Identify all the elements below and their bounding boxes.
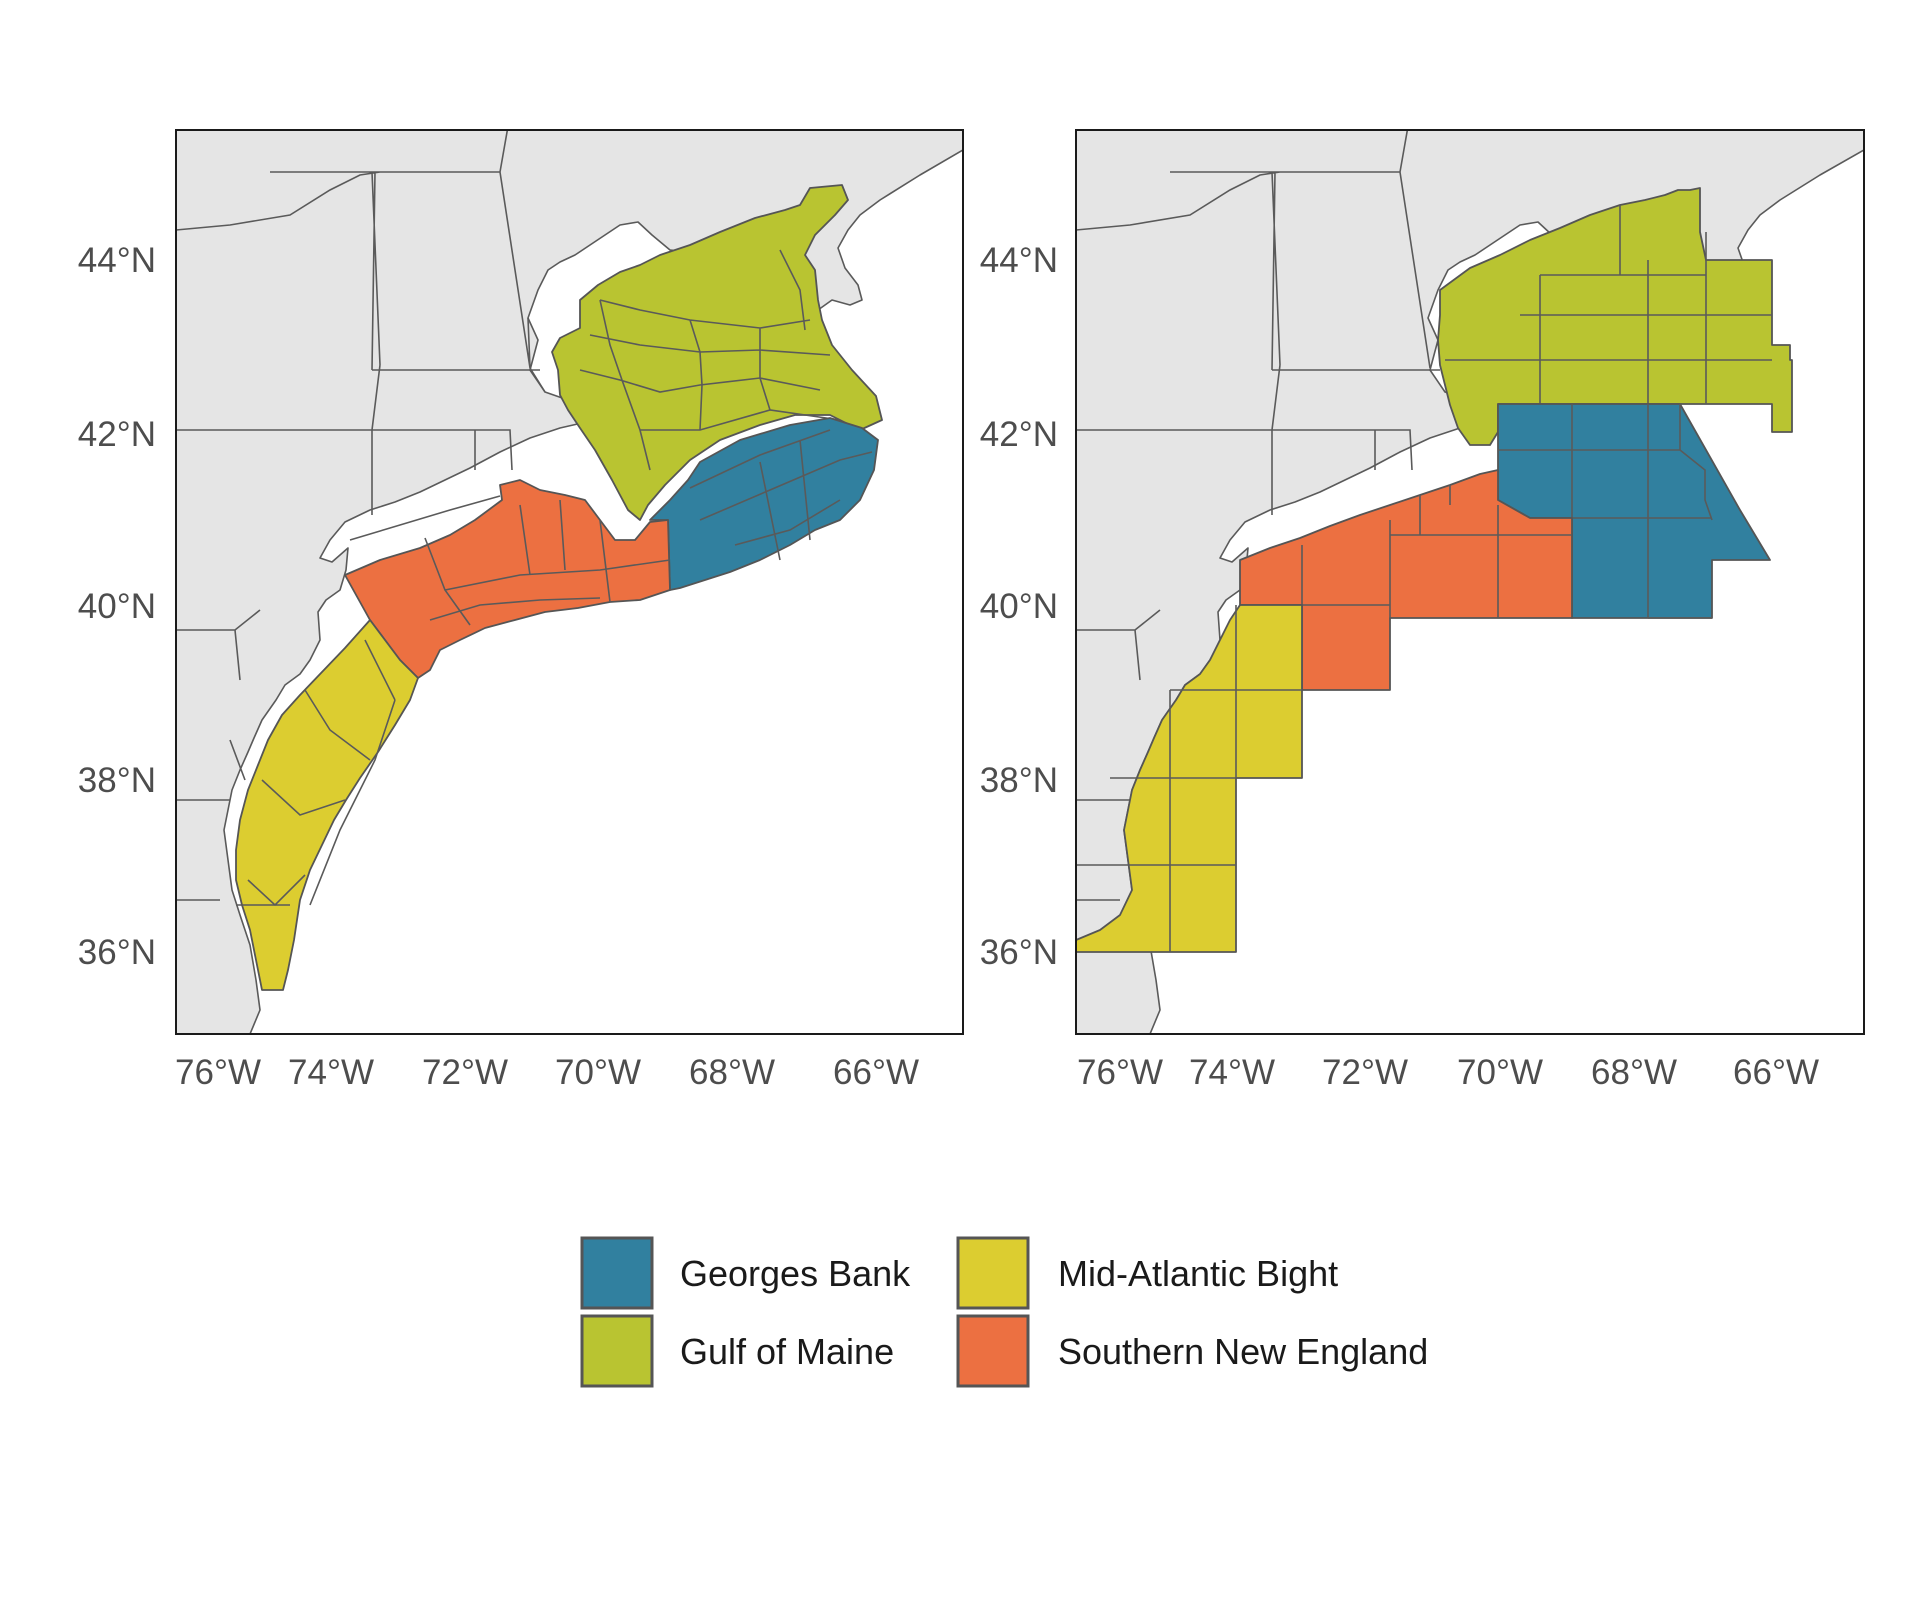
legend-key-southern-new-england bbox=[956, 1314, 1030, 1388]
georges-bank-subareas bbox=[689, 429, 873, 561]
x-tick-label: 76°W bbox=[1077, 1053, 1163, 1092]
mid-atlantic-bight-subareas bbox=[236, 639, 396, 907]
y-axis-ticks-left: 44°N 42°N 40°N 38°N 36°N bbox=[78, 241, 156, 972]
georges-bank-region bbox=[649, 417, 879, 591]
mid-atlantic-bight-grid bbox=[1076, 605, 1302, 952]
y-tick-label: 42°N bbox=[78, 415, 156, 454]
right-panel-frame bbox=[1075, 129, 1865, 1035]
y-tick-label: 40°N bbox=[980, 587, 1058, 626]
legend-label-southern-new-england: Southern New England bbox=[1058, 1331, 1428, 1372]
x-tick-label: 70°W bbox=[555, 1053, 641, 1092]
x-tick-label: 72°W bbox=[1322, 1053, 1408, 1092]
y-tick-label: 40°N bbox=[78, 587, 156, 626]
x-tick-label: 76°W bbox=[175, 1053, 261, 1092]
x-tick-label: 72°W bbox=[422, 1053, 508, 1092]
y-tick-label: 38°N bbox=[78, 761, 156, 800]
southern-new-england-grid bbox=[1301, 485, 1572, 618]
x-tick-label: 70°W bbox=[1457, 1053, 1543, 1092]
right-map-panel bbox=[1075, 129, 1865, 1035]
legend-key-georges-bank bbox=[580, 1236, 654, 1310]
left-map-panel bbox=[175, 129, 964, 1035]
x-tick-label: 74°W bbox=[288, 1053, 374, 1092]
state-border bbox=[1076, 130, 1440, 901]
gulf-of-maine-region bbox=[551, 184, 883, 521]
southern-new-england-subareas bbox=[424, 499, 671, 626]
y-tick-label: 44°N bbox=[78, 241, 156, 280]
x-axis-ticks-right: 76°W 74°W 72°W 70°W 68°W 66°W bbox=[1077, 1053, 1819, 1092]
state-border bbox=[176, 130, 546, 901]
x-tick-label: 74°W bbox=[1189, 1053, 1275, 1092]
y-tick-label: 44°N bbox=[980, 241, 1058, 280]
y-tick-label: 36°N bbox=[980, 933, 1058, 972]
x-axis-ticks-left: 76°W 74°W 72°W 70°W 68°W 66°W bbox=[175, 1053, 919, 1092]
y-tick-label: 38°N bbox=[980, 761, 1058, 800]
y-tick-label: 36°N bbox=[78, 933, 156, 972]
legend: Georges Bank Gulf of Maine Mid-Atlantic … bbox=[580, 1236, 1428, 1388]
left-panel-frame bbox=[175, 129, 964, 1035]
long-island-outline bbox=[349, 495, 501, 541]
gulf-of-maine-subareas bbox=[579, 249, 841, 471]
legend-label-gulf-of-maine: Gulf of Maine bbox=[680, 1331, 894, 1372]
x-tick-label: 66°W bbox=[1733, 1053, 1819, 1092]
southern-new-england-region bbox=[344, 479, 671, 679]
legend-label-georges-bank: Georges Bank bbox=[680, 1253, 911, 1294]
legend-key-mid-atlantic-bight bbox=[956, 1236, 1030, 1310]
gulf-of-maine-region bbox=[1437, 187, 1793, 446]
y-tick-label: 42°N bbox=[980, 415, 1058, 454]
legend-key-gulf-of-maine bbox=[580, 1314, 654, 1388]
southern-new-england-region bbox=[1239, 469, 1573, 691]
x-tick-label: 66°W bbox=[833, 1053, 919, 1092]
x-tick-label: 68°W bbox=[1591, 1053, 1677, 1092]
legend-label-mid-atlantic-bight: Mid-Atlantic Bight bbox=[1058, 1253, 1338, 1294]
gulf-of-maine-grid bbox=[1445, 205, 1772, 404]
x-tick-label: 68°W bbox=[689, 1053, 775, 1092]
y-axis-ticks-right: 44°N 42°N 40°N 38°N 36°N bbox=[980, 241, 1058, 972]
georges-bank-grid bbox=[1498, 404, 1713, 619]
